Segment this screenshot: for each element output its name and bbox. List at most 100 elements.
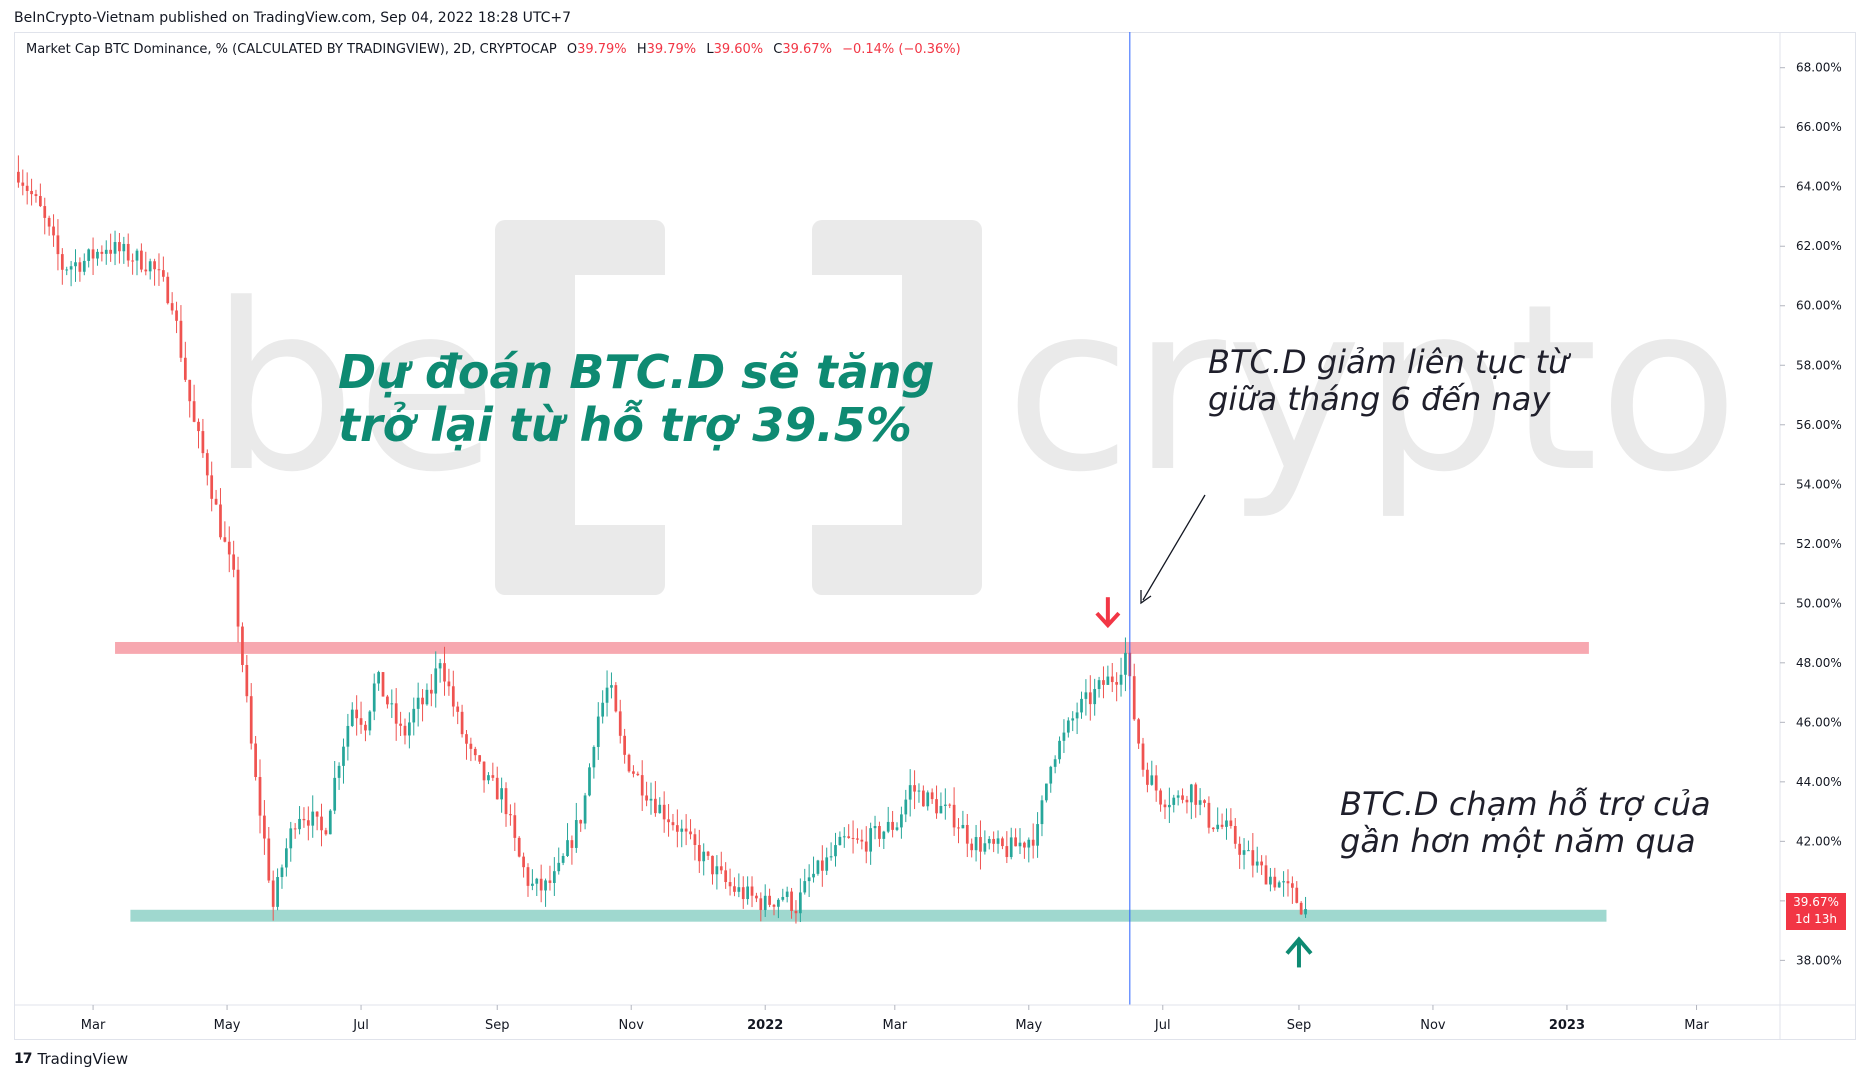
candle bbox=[372, 673, 376, 721]
candle-body bbox=[381, 672, 385, 697]
candle bbox=[1172, 794, 1176, 813]
candle-body bbox=[785, 891, 789, 897]
candle bbox=[728, 868, 732, 896]
candle-body bbox=[197, 421, 200, 432]
candle-body bbox=[983, 843, 987, 852]
candle bbox=[733, 877, 736, 897]
footer[interactable]: 17 TradingView bbox=[14, 1050, 128, 1068]
candle-body bbox=[1027, 839, 1031, 848]
candle bbox=[900, 806, 903, 839]
x-tick-label: May bbox=[1015, 1018, 1042, 1033]
candle bbox=[1031, 823, 1035, 859]
candle-body bbox=[544, 880, 547, 891]
candle-body bbox=[377, 672, 380, 684]
candle-body bbox=[777, 899, 780, 907]
watermark-text-right: crypto bbox=[1005, 256, 1739, 523]
candle bbox=[790, 887, 793, 919]
candle bbox=[1110, 662, 1114, 693]
candle bbox=[56, 219, 60, 271]
candle-body bbox=[671, 822, 675, 826]
resistance-zone bbox=[115, 641, 1589, 654]
candle bbox=[469, 737, 473, 762]
candle-body bbox=[965, 824, 969, 844]
candle-body bbox=[192, 401, 196, 422]
candle bbox=[548, 865, 552, 891]
candle bbox=[601, 690, 605, 724]
candle bbox=[1080, 691, 1083, 719]
x-tick-label: Mar bbox=[883, 1018, 908, 1033]
candle-body bbox=[91, 249, 95, 259]
candle-body bbox=[280, 867, 284, 878]
candle bbox=[1062, 719, 1066, 753]
candle-body bbox=[478, 755, 482, 762]
candle bbox=[412, 697, 416, 736]
candle bbox=[957, 818, 960, 844]
candle-body bbox=[157, 269, 161, 271]
candle bbox=[324, 827, 328, 836]
candle bbox=[34, 189, 38, 203]
candle-body bbox=[623, 735, 626, 755]
candle-body bbox=[122, 243, 126, 252]
candle-body bbox=[500, 788, 503, 800]
candle bbox=[1049, 765, 1053, 793]
candle-body bbox=[834, 845, 837, 857]
candle bbox=[719, 851, 723, 875]
candle-body bbox=[1049, 766, 1053, 784]
candle bbox=[1299, 901, 1303, 915]
candle-body bbox=[847, 836, 851, 838]
annotation-prediction-line2: trở lại từ hỗ trợ 39.5% bbox=[338, 397, 912, 452]
candle-body bbox=[632, 771, 635, 774]
candle-body bbox=[825, 857, 829, 871]
candle-body bbox=[394, 703, 398, 724]
candle-body bbox=[1277, 882, 1281, 888]
candle-body bbox=[140, 250, 143, 270]
candle-body bbox=[1216, 824, 1220, 830]
candle-body bbox=[21, 182, 25, 186]
candle-body bbox=[992, 838, 996, 844]
candle bbox=[1036, 812, 1039, 858]
candle bbox=[965, 813, 969, 858]
candle bbox=[1233, 818, 1237, 849]
candle bbox=[895, 822, 899, 832]
candle bbox=[825, 847, 829, 876]
candle-body bbox=[179, 320, 183, 358]
candle bbox=[122, 236, 126, 264]
candle bbox=[285, 838, 288, 877]
candle-body bbox=[1168, 804, 1171, 808]
candle-body bbox=[574, 820, 578, 848]
candle bbox=[69, 260, 73, 287]
candle bbox=[1168, 787, 1171, 824]
candle bbox=[1207, 796, 1211, 834]
candle-body bbox=[355, 709, 359, 719]
candle-body bbox=[895, 827, 899, 830]
candle bbox=[491, 762, 495, 781]
candle bbox=[930, 788, 934, 804]
legend-low: 39.60% bbox=[713, 42, 764, 57]
candle-body bbox=[561, 855, 565, 863]
candle bbox=[737, 873, 741, 898]
candle bbox=[183, 341, 187, 382]
candle bbox=[873, 815, 877, 840]
candle bbox=[78, 257, 82, 282]
candle-body bbox=[807, 877, 811, 882]
candle-body bbox=[943, 804, 947, 806]
candle-body bbox=[763, 895, 767, 911]
candle bbox=[386, 694, 389, 709]
candle bbox=[908, 769, 912, 817]
support-zone bbox=[130, 909, 1607, 922]
candle bbox=[1084, 679, 1088, 716]
candle-body bbox=[60, 254, 64, 270]
candle-body bbox=[495, 777, 499, 800]
candle bbox=[886, 806, 890, 834]
candle-body bbox=[1009, 837, 1013, 858]
candle-body bbox=[1225, 820, 1228, 827]
candle-body bbox=[258, 777, 262, 816]
candle bbox=[588, 763, 591, 797]
candle-body bbox=[737, 887, 741, 892]
candle bbox=[662, 791, 666, 833]
candle-body bbox=[856, 838, 859, 840]
candle-body bbox=[175, 310, 178, 321]
candle bbox=[416, 682, 420, 727]
y-tick-label: 42.00% bbox=[1796, 834, 1842, 848]
